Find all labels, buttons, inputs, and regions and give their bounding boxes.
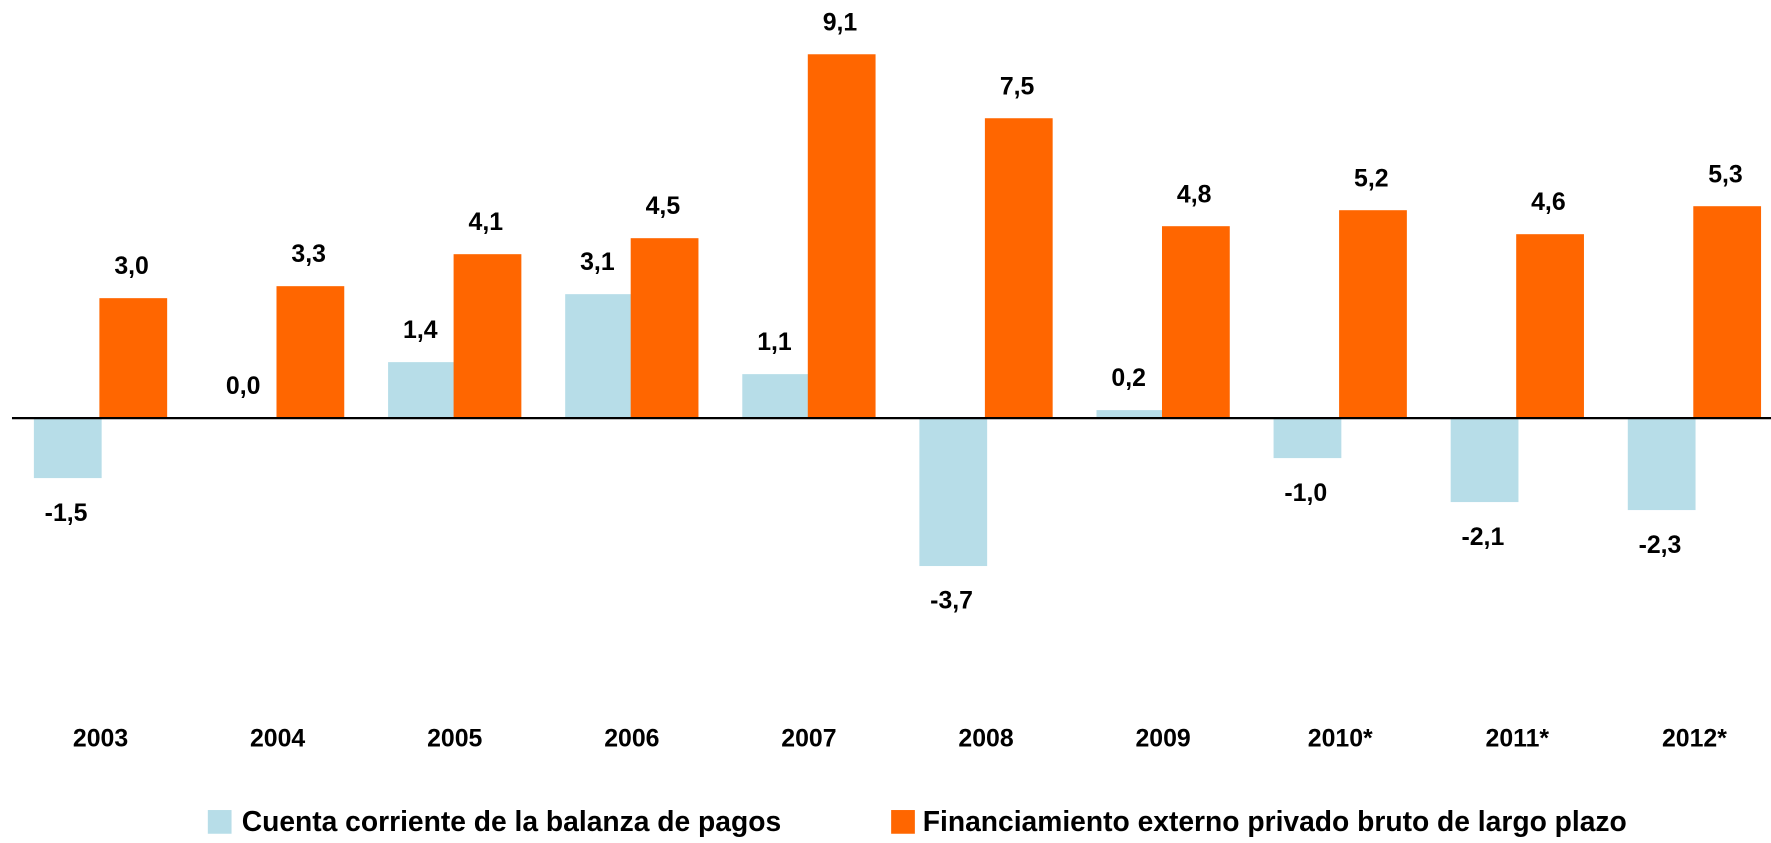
bar [388,362,456,419]
bar [1339,210,1407,419]
x-tick-label: 2010* [1308,726,1373,753]
bar [565,294,633,419]
bar [453,254,522,419]
data-label: 1,4 [403,317,438,344]
bar [33,418,102,479]
data-label: 0,0 [226,373,261,400]
x-tick-label: 2003 [73,726,128,753]
data-label: 3,0 [114,253,149,280]
data-label: 0,2 [1111,365,1146,392]
bar [1450,418,1519,503]
data-label: 3,3 [291,241,326,268]
x-tick-label: 2012* [1662,726,1727,753]
x-tick-label: 2004 [250,726,305,753]
x-tick-label: 2011* [1486,726,1550,753]
data-label: -2,1 [1461,524,1504,551]
data-label: 4,6 [1531,189,1566,216]
legend-label: Cuenta corriente de la balanza de pagos [242,805,781,837]
data-label: 4,5 [646,193,681,220]
bar [984,118,1053,419]
data-label: -1,5 [45,500,88,527]
legend: Cuenta corriente de la balanza de pagos … [207,805,1627,837]
x-tick-label: 2006 [604,726,659,753]
data-label: 4,1 [469,209,504,236]
x-tick-label: 2008 [958,726,1013,753]
bar [1273,418,1342,459]
data-label: 9,1 [823,9,858,36]
data-label: 5,2 [1354,165,1389,192]
data-label: 1,1 [757,329,792,356]
x-tick-label: 2007 [781,726,836,753]
bar [742,374,811,419]
data-label: 7,5 [1000,73,1035,100]
bar [807,54,876,419]
data-label: -2,3 [1639,532,1682,559]
bar [1096,410,1165,419]
legend-swatch [207,810,232,834]
legend-swatch [891,810,915,834]
bar [1627,418,1696,511]
data-label: 3,1 [580,249,615,276]
bar [276,286,345,419]
legend-label: Financiamiento externo privado bruto de … [923,805,1627,837]
bar [1693,206,1762,419]
bar [630,238,699,419]
bar [1516,234,1584,419]
bar [1161,226,1230,419]
data-label: -1,0 [1284,480,1327,507]
data-label: -3,7 [930,588,973,615]
bar [99,298,168,419]
x-tick-label: 2009 [1136,726,1191,753]
data-label: 5,3 [1708,161,1743,188]
x-tick-label: 2005 [427,726,482,753]
bar [919,418,988,567]
data-label: 4,8 [1177,181,1212,208]
